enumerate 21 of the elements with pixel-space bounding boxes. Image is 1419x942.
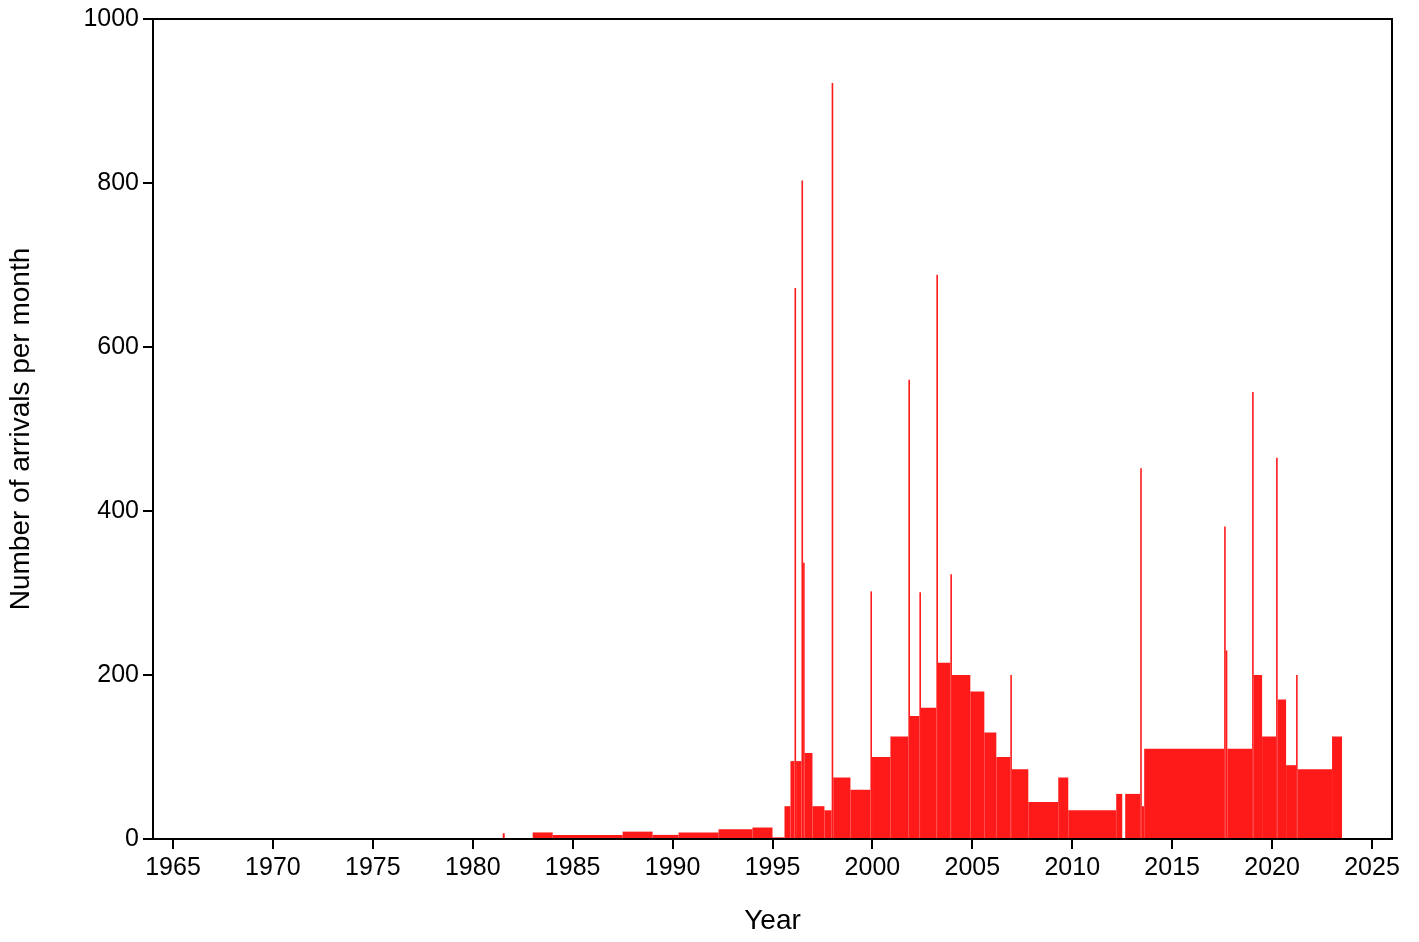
y-axis-title: Number of arrivals per month <box>3 247 35 611</box>
y-tick-label: 0 <box>125 822 139 851</box>
y-tick-label: 800 <box>97 166 139 195</box>
x-tick-label: 1995 <box>744 851 801 880</box>
x-tick-label: 2000 <box>844 851 901 880</box>
x-tick-label: 2005 <box>944 851 1001 880</box>
x-tick-label: 1975 <box>345 851 401 880</box>
y-tick-label: 200 <box>97 658 139 687</box>
y-tick-label: 400 <box>97 494 139 523</box>
y-tick-label: 1000 <box>83 2 139 31</box>
x-tick-label: 2020 <box>1244 851 1300 880</box>
x-tick-label: 2010 <box>1044 851 1101 880</box>
x-axis-title: Year <box>744 903 801 935</box>
x-tick-label: 1980 <box>444 851 501 880</box>
x-tick-label: 1990 <box>644 851 701 880</box>
y-tick-label: 600 <box>97 330 139 359</box>
x-tick-label: 1970 <box>245 851 301 880</box>
x-tick-label: 2015 <box>1144 851 1200 880</box>
x-tick-label: 1985 <box>544 851 601 880</box>
x-tick-label: 2025 <box>1344 851 1400 880</box>
x-tick-label: 1965 <box>145 851 201 880</box>
